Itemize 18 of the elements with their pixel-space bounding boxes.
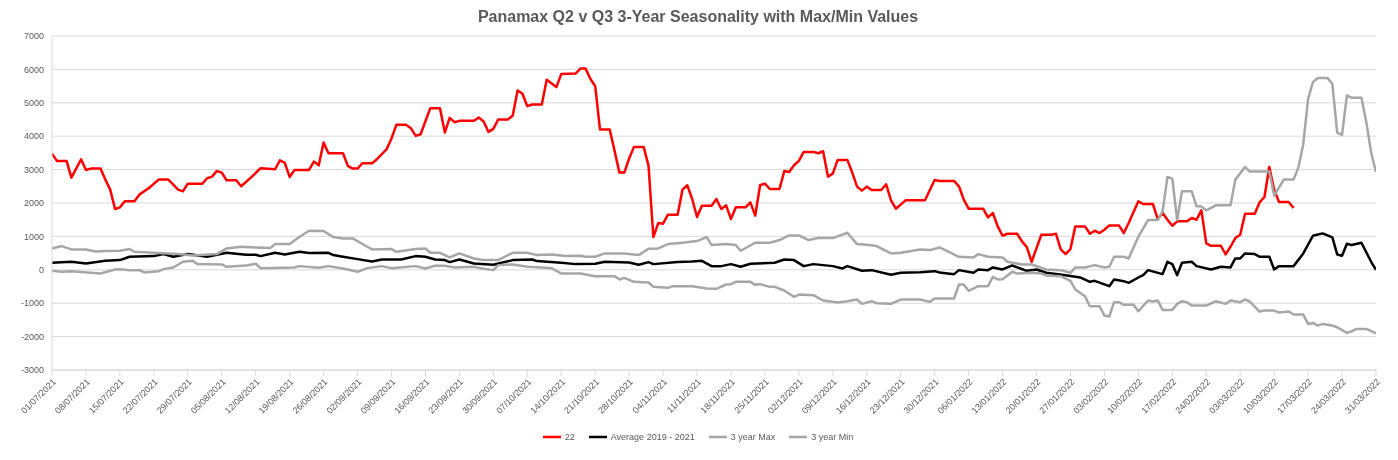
legend-label: Average 2019 - 2021: [610, 432, 695, 442]
y-tick-label: 2000: [23, 198, 44, 209]
legend-label: 3 year Min: [811, 432, 854, 442]
legend-label: 22: [564, 432, 575, 442]
line-series: [52, 259, 1376, 335]
line-series: [52, 232, 1376, 288]
y-tick-label: 3000: [23, 164, 44, 175]
y-tick-label: 4000: [23, 131, 44, 142]
y-tick-label: 6000: [23, 64, 44, 75]
legend-label: 3 year Max: [730, 432, 776, 442]
chart-title: Panamax Q2 v Q3 3-Year Seasonality with Max/Min Values: [476, 8, 920, 27]
y-tick-label: -3000: [20, 365, 44, 376]
y-tick-label: 5000: [23, 98, 44, 108]
y-tick-label: 7000: [23, 31, 44, 42]
y-tick-label: 0: [38, 264, 44, 275]
y-tick-label: -1000: [20, 298, 44, 309]
y-tick-label: 1000: [23, 231, 44, 242]
y-tick-label: -2000: [20, 331, 44, 342]
